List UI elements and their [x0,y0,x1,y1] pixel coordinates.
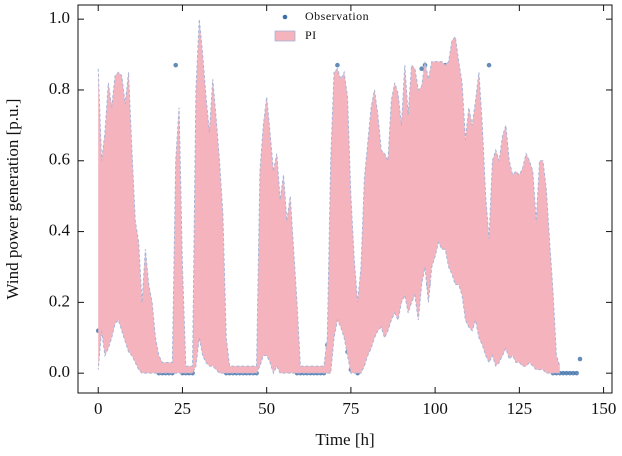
observation-point [570,370,576,376]
x-tick-label: 125 [507,399,533,418]
x-tick-label: 25 [174,399,191,418]
interval-lower-edge [97,240,560,375]
observation-point [419,66,424,72]
y-tick-label: 0.0 [49,362,70,381]
x-axis-label: Time [h] [315,430,374,449]
legend-label: Observation [305,9,369,23]
observation-point [574,370,579,376]
x-tick-label: 75 [342,399,359,418]
y-tick-label: 0.2 [49,291,70,310]
x-tick-label: 100 [422,399,448,418]
y-tick-label: 0.6 [49,150,70,169]
y-tick-label: 0.8 [49,79,70,98]
x-tick-label: 50 [258,399,275,418]
observation-point [567,370,573,376]
legend-label: PI [305,28,317,42]
interval-upper-edge [97,19,561,367]
legend-swatch [274,30,296,42]
x-tick-label: 0 [94,399,103,418]
prediction-interval [98,19,560,374]
observation-point [173,62,179,68]
x-tick-label: 150 [591,399,617,418]
legend: Observation PI [274,9,369,42]
y-tick-label: 1.0 [49,8,70,27]
y-axis-label: Wind power generation [p.u.] [3,99,22,300]
legend-marker [282,14,288,20]
observation-point [486,62,492,68]
observation-point [560,370,566,376]
observation-point [564,370,569,376]
observation-point [335,62,340,68]
plot-frame [77,4,613,394]
observation-point [577,356,583,362]
y-tick-label: 0.4 [49,220,71,239]
